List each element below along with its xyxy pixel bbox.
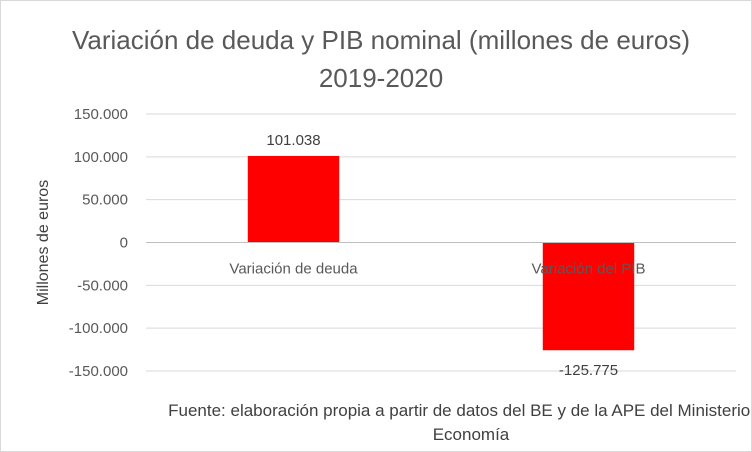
y-tick-label: -50.000	[77, 277, 128, 294]
bar	[542, 242, 635, 351]
y-axis-label: Millones de euros	[35, 180, 52, 305]
y-tick-label: 50.000	[82, 192, 128, 209]
chart-title: Variación de deuda y PIB nominal (millon…	[71, 25, 691, 93]
data-label: -125.775	[559, 362, 618, 379]
category-label: Variación de deuda	[229, 261, 358, 278]
y-tick-label: 150.000	[74, 106, 128, 123]
data-label: 101.038	[266, 132, 320, 149]
source-note: Fuente: elaboración propia a partir de d…	[168, 401, 752, 444]
y-tick-label: -100.000	[69, 320, 128, 337]
category-label: Variación del PIB	[532, 261, 646, 278]
y-tick-label: -150.000	[69, 363, 128, 380]
bar	[247, 155, 340, 243]
y-tick-label: 100.000	[74, 149, 128, 166]
y-tick-label: 0	[120, 235, 128, 252]
